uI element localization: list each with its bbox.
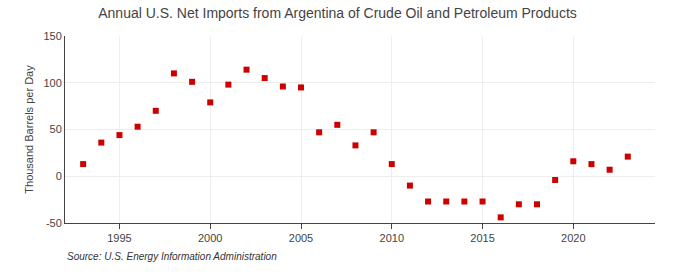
svg-text:Annual U.S. Net Imports from A: Annual U.S. Net Imports from Argentina o…: [98, 5, 577, 21]
svg-text:2020: 2020: [561, 232, 585, 244]
svg-text:Source: U.S. Energy Informatio: Source: U.S. Energy Information Administ…: [67, 251, 277, 262]
svg-text:-50: -50: [46, 217, 62, 229]
svg-text:2015: 2015: [470, 232, 494, 244]
svg-text:150: 150: [43, 30, 61, 42]
svg-text:1995: 1995: [107, 232, 131, 244]
svg-text:100: 100: [43, 77, 61, 89]
svg-text:Thousand Barrels per Day: Thousand Barrels per Day: [23, 65, 35, 194]
svg-text:2005: 2005: [289, 232, 313, 244]
svg-text:2000: 2000: [198, 232, 222, 244]
svg-text:0: 0: [56, 170, 62, 182]
svg-text:50: 50: [50, 123, 62, 135]
svg-text:2010: 2010: [380, 232, 404, 244]
